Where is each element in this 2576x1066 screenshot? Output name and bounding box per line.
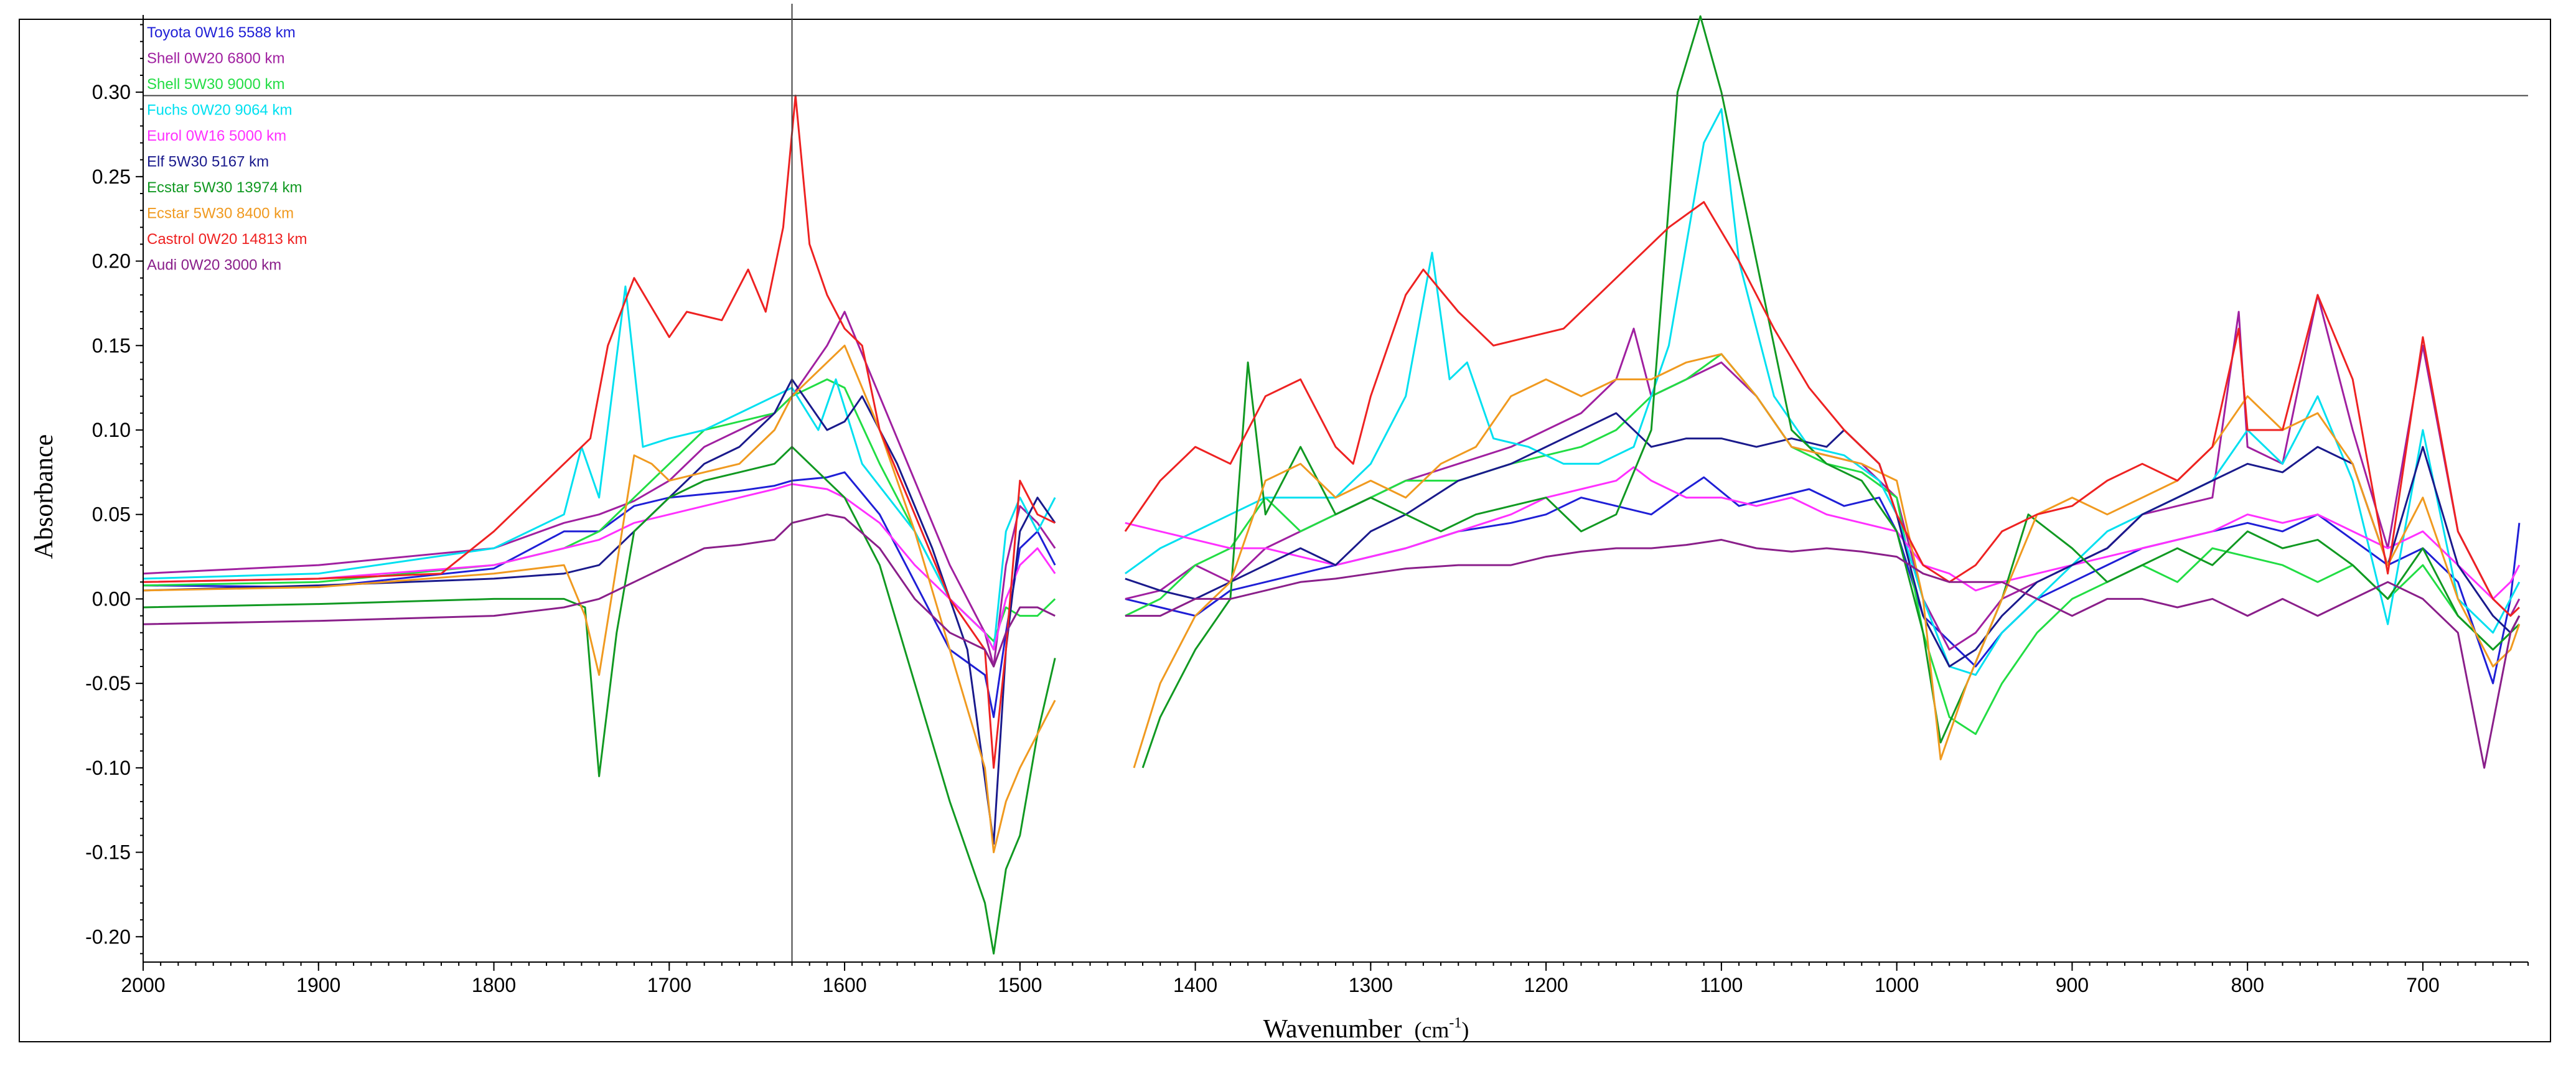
x-axis-unit-close: ) [1461, 1017, 1469, 1042]
x-tick-label: 900 [2056, 974, 2089, 996]
x-axis-title-text: Wavenumber [1263, 1015, 1402, 1044]
series-9 [143, 513, 2521, 769]
x-axis-unit-exponent: -1 [1449, 1015, 1461, 1031]
y-tick-label: -0.05 [85, 672, 131, 694]
series-line-9-1 [1125, 538, 2521, 769]
series-5 [143, 378, 2521, 845]
y-axis-title: Absorbance [30, 434, 59, 559]
series-line-1-0 [143, 311, 1056, 668]
series-line-0-0 [143, 471, 1056, 718]
series-7 [143, 344, 2521, 854]
y-tick-label: 0.15 [92, 334, 131, 357]
legend-entry-8: Castrol 0W20 14813 km [147, 231, 307, 248]
series-line-4-0 [143, 483, 1056, 651]
x-axis-unit-open: ( [1414, 1017, 1421, 1042]
x-tick-label: 1600 [822, 974, 866, 996]
legend-entry-3: Fuchs 0W20 9064 km [147, 102, 292, 119]
legend-entry-9: Audi 0W20 3000 km [147, 257, 281, 274]
x-tick-label: 1700 [647, 974, 691, 996]
legend-entry-4: Eurol 0W16 5000 km [147, 128, 286, 144]
x-axis-unit-base: cm [1421, 1017, 1449, 1042]
y-tick-label: 0.05 [92, 503, 131, 526]
legend-entry-5: Elf 5W30 5167 km [147, 154, 269, 171]
series-line-8-0 [143, 95, 1056, 769]
axes: 0.30 0.25 0.20 0.15 0.10 0.05 0.00 -0.05 -0.10 -0… [85, 15, 2529, 996]
x-tick-label: 1200 [1524, 974, 1568, 996]
legend: Toyota 0W16 5588 km Shell 0W20 6800 km She… [147, 24, 307, 274]
y-tick-label: -0.10 [85, 757, 131, 779]
x-tick-label: 2000 [121, 974, 165, 996]
series-line-8-1 [1124, 201, 2520, 617]
series-line-0-1 [1125, 476, 2521, 685]
x-tick-label: 800 [2231, 974, 2264, 996]
series-line-3-1 [1125, 108, 2521, 676]
legend-entry-0: Toyota 0W16 5588 km [147, 24, 296, 41]
series-line-7-1 [1133, 353, 2521, 769]
series-3 [143, 108, 2521, 676]
y-tick-label: -0.15 [85, 841, 131, 864]
legend-entry-6: Ecstar 5W30 13974 km [147, 179, 302, 196]
x-tick-label: 1000 [1875, 974, 1919, 996]
x-axis-title: Wavenumber (cm-1) [1263, 1015, 1469, 1044]
x-tick-label: 1900 [296, 974, 340, 996]
series-layer [143, 15, 2521, 955]
series-8 [143, 95, 2520, 769]
y-tick-label: 0.20 [92, 250, 131, 273]
y-tick-label: 0.00 [92, 587, 131, 610]
series-line-9-0 [143, 513, 1056, 668]
legend-entry-7: Ecstar 5W30 8400 km [147, 205, 294, 222]
series-line-4-1 [1125, 466, 2521, 600]
series-4 [143, 466, 2521, 651]
series-line-3-0 [143, 285, 1056, 651]
y-tick-label: 0.10 [92, 419, 131, 441]
series-6 [143, 15, 2520, 955]
y-tick-label: 0.25 [92, 166, 131, 188]
legend-entry-2: Shell 5W30 9000 km [147, 76, 284, 93]
series-1 [143, 294, 2521, 668]
x-tick-label: 700 [2406, 974, 2439, 996]
x-tick-label: 1400 [1173, 974, 1217, 996]
series-line-7-0 [143, 344, 1056, 854]
chart-frame [19, 19, 2551, 1042]
y-tick-label: 0.30 [92, 81, 131, 103]
x-tick-label: 1800 [472, 974, 516, 996]
series-line-6-1 [1141, 15, 2520, 769]
x-tick-label: 1300 [1349, 974, 1393, 996]
y-tick-label: -0.20 [85, 925, 131, 948]
crosshair [143, 4, 2528, 962]
series-line-5-0 [143, 378, 1056, 845]
legend-entry-1: Shell 0W20 6800 km [147, 50, 284, 67]
series-line-1-1 [1125, 294, 2521, 651]
series-line-5-1 [1125, 412, 2521, 668]
x-tick-label: 1500 [998, 974, 1042, 996]
x-tick-label: 1100 [1700, 974, 1743, 996]
